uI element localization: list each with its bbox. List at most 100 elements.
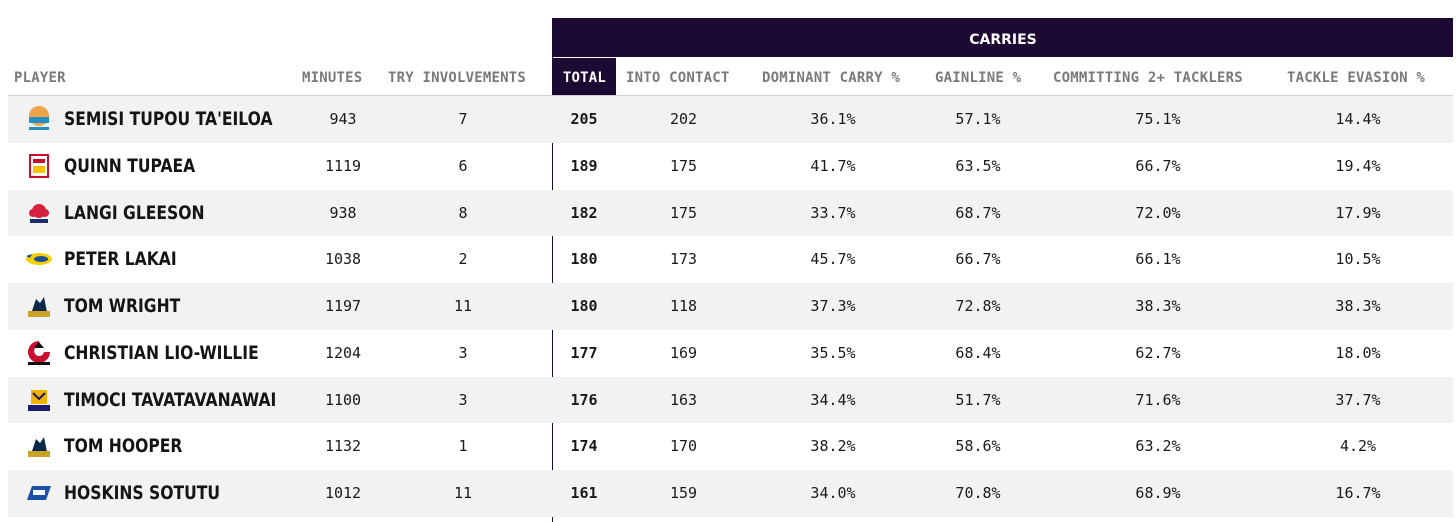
cell-gainline: 66.7% (955, 250, 1001, 269)
cell-tackle-evasion: 19.4% (1335, 156, 1381, 175)
cell-into-contact: 170 (669, 437, 698, 456)
cell-gainline: 68.7% (955, 203, 1001, 222)
header-committing[interactable]: COMMITTING 2+ TACKLERS (1053, 70, 1243, 86)
table-row[interactable]: TIMOCI TAVATAVANAWAI 1100 3 176 163 34.4% 51.7… (8, 376, 1453, 424)
cell-dominant-carry: 34.4% (810, 390, 856, 409)
cell-dominant-carry: 38.2% (810, 437, 856, 456)
header-dominant-carry[interactable]: DOMINANT CARRY % (762, 70, 901, 86)
cell-gainline: 57.1% (955, 110, 1001, 128)
cell-try-involvements: 6 (458, 156, 468, 175)
cell-gainline: 51.7% (955, 390, 1001, 409)
cell-tackle-evasion: 4.2% (1339, 437, 1377, 456)
cell-tackle-evasion: 37.7% (1335, 390, 1381, 409)
cell-dominant-carry: 34.0% (810, 484, 856, 502)
cell-into-contact: 118 (669, 297, 698, 315)
player-name[interactable]: TOM WRIGHT (64, 295, 181, 317)
team-logo-icon (24, 244, 54, 274)
cell-total: 180 (570, 250, 598, 269)
cell-tackle-evasion: 14.4% (1335, 110, 1381, 128)
cell-committing: 72.0% (1135, 203, 1181, 222)
cell-tackle-evasion: 18.0% (1335, 343, 1381, 362)
cell-minutes: 943 (329, 110, 357, 128)
cell-committing: 66.1% (1135, 250, 1181, 269)
cell-total: 161 (570, 484, 598, 502)
cell-gainline: 63.5% (955, 156, 1001, 175)
header-tackle-evasion[interactable]: TACKLE EVASION % (1287, 70, 1426, 86)
cell-minutes: 1197 (324, 297, 362, 315)
cell-committing: 62.7% (1135, 343, 1181, 362)
table-header-row: PLAYER MINUTES TRY INVOLVEMENTS TOTAL IN… (0, 58, 1456, 96)
cell-into-contact: 159 (669, 484, 698, 502)
table-row[interactable]: SEMISI TUPOU TA'EILOA 943 7 205 202 36.1% 57.1… (8, 96, 1453, 143)
header-into-contact[interactable]: INTO CONTACT (626, 70, 730, 86)
cell-total: 189 (570, 156, 598, 175)
table-row[interactable]: TOM WRIGHT 1197 11 180 118 37.3% 72.8% 38.3% 38.… (8, 283, 1453, 330)
team-logo-icon (24, 151, 54, 181)
cell-minutes: 1119 (324, 156, 362, 175)
cell-try-involvements: 11 (453, 484, 473, 502)
cell-committing: 66.7% (1135, 156, 1181, 175)
cell-into-contact: 175 (669, 203, 698, 222)
table-row[interactable]: PETER LAKAI 1038 2 180 173 45.7% 66.7% 66.1% 10.… (8, 236, 1453, 283)
cell-tackle-evasion: 17.9% (1335, 203, 1381, 222)
cell-total: 174 (570, 437, 598, 456)
cell-dominant-carry: 36.1% (810, 110, 856, 128)
cell-total: 176 (570, 390, 598, 409)
header-try-involvements[interactable]: TRY INVOLVEMENTS (388, 70, 527, 86)
cell-gainline: 68.4% (955, 343, 1001, 362)
team-logo-icon (24, 385, 54, 415)
cell-total: 180 (570, 297, 598, 315)
team-logo-icon (24, 478, 54, 508)
header-player[interactable]: PLAYER (14, 70, 66, 86)
cell-dominant-carry: 45.7% (810, 250, 856, 269)
header-minutes[interactable]: MINUTES (302, 70, 363, 86)
table-row[interactable]: QUINN TUPAEA 1119 6 189 175 41.7% 63.5% 66.7% 19… (8, 143, 1453, 190)
cell-try-involvements: 1 (458, 437, 468, 456)
table-row[interactable]: LANGI GLEESON 938 8 182 175 33.7% 68.7% 72.0% 17… (8, 189, 1453, 237)
cell-tackle-evasion: 38.3% (1335, 297, 1381, 315)
player-name[interactable]: CHRISTIAN LIO-WILLIE (64, 341, 259, 364)
cell-try-involvements: 11 (453, 297, 473, 315)
table-row[interactable]: TOM HOOPER 1132 1 174 170 38.2% 58.6% 63.2% 4.2% (8, 423, 1453, 470)
carries-divider (552, 18, 553, 522)
table-body: SEMISI TUPOU TA'EILOA 943 7 205 202 36.1% 57.1… (8, 96, 1453, 517)
cell-dominant-carry: 41.7% (810, 156, 856, 175)
cell-total: 182 (570, 203, 598, 222)
cell-try-involvements: 7 (458, 110, 468, 128)
cell-into-contact: 169 (669, 343, 698, 362)
cell-committing: 71.6% (1135, 390, 1181, 409)
cell-minutes: 1012 (324, 484, 362, 502)
cell-committing: 63.2% (1135, 437, 1181, 456)
cell-gainline: 72.8% (955, 297, 1001, 315)
carries-group-header: CARRIES (553, 18, 1453, 57)
cell-minutes: 1100 (324, 390, 362, 409)
cell-try-involvements: 8 (458, 203, 468, 222)
cell-tackle-evasion: 16.7% (1335, 484, 1381, 502)
cell-dominant-carry: 37.3% (810, 297, 856, 315)
player-name[interactable]: PETER LAKAI (64, 248, 177, 271)
cell-into-contact: 175 (669, 156, 698, 175)
player-name[interactable]: TIMOCI TAVATAVANAWAI (64, 388, 277, 411)
cell-committing: 38.3% (1135, 297, 1181, 315)
table-row[interactable]: HOSKINS SOTUTU 1012 11 161 159 34.0% 70.8% 68.9… (8, 470, 1453, 517)
player-name[interactable]: HOSKINS SOTUTU (64, 482, 221, 504)
cell-minutes: 1204 (324, 343, 362, 362)
player-name[interactable]: LANGI GLEESON (64, 201, 205, 224)
team-logo-icon (24, 104, 54, 134)
cell-minutes: 1038 (324, 250, 362, 269)
cell-try-involvements: 2 (458, 250, 468, 269)
cell-committing: 68.9% (1135, 484, 1181, 502)
table-row[interactable]: CHRISTIAN LIO-WILLIE 1204 3 177 169 35.5% 68.4… (8, 330, 1453, 377)
player-name[interactable]: SEMISI TUPOU TA'EILOA (64, 108, 273, 130)
header-gainline[interactable]: GAINLINE % (935, 70, 1022, 86)
cell-tackle-evasion: 10.5% (1335, 250, 1381, 269)
cell-total: 205 (570, 110, 598, 128)
cell-committing: 75.1% (1135, 110, 1181, 128)
player-name[interactable]: QUINN TUPAEA (64, 154, 196, 177)
cell-total: 177 (570, 343, 598, 362)
cell-gainline: 70.8% (955, 484, 1001, 502)
cell-minutes: 1132 (324, 437, 362, 456)
header-total[interactable]: TOTAL (553, 58, 616, 95)
player-name[interactable]: TOM HOOPER (64, 435, 183, 458)
cell-gainline: 58.6% (955, 437, 1001, 456)
